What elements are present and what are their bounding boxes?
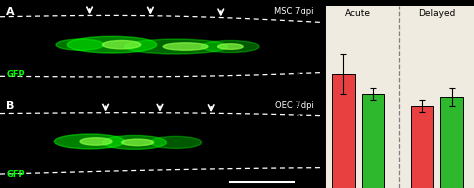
Ellipse shape xyxy=(125,39,227,54)
Text: B: B xyxy=(7,102,15,111)
Text: Acute: Acute xyxy=(345,9,371,18)
Text: Delayed: Delayed xyxy=(418,9,456,18)
Ellipse shape xyxy=(56,39,104,50)
Ellipse shape xyxy=(163,43,208,50)
Ellipse shape xyxy=(102,40,141,49)
Ellipse shape xyxy=(201,40,259,53)
Ellipse shape xyxy=(55,134,125,149)
Ellipse shape xyxy=(80,138,112,145)
Bar xyxy=(410,106,433,188)
Bar xyxy=(362,94,384,188)
Text: MSC 7dpi: MSC 7dpi xyxy=(274,7,314,16)
Text: A: A xyxy=(7,7,15,17)
Ellipse shape xyxy=(218,44,243,49)
Y-axis label: GFP volume (mm³): GFP volume (mm³) xyxy=(293,57,302,136)
Ellipse shape xyxy=(150,136,201,149)
Text: GFP: GFP xyxy=(7,70,25,79)
Bar xyxy=(332,74,355,188)
Bar xyxy=(440,97,463,188)
Ellipse shape xyxy=(102,135,166,149)
Ellipse shape xyxy=(121,139,154,146)
Ellipse shape xyxy=(67,36,157,53)
Text: GFP: GFP xyxy=(7,170,25,179)
Text: C: C xyxy=(298,6,307,19)
Text: OEC 7dpi: OEC 7dpi xyxy=(274,102,314,110)
